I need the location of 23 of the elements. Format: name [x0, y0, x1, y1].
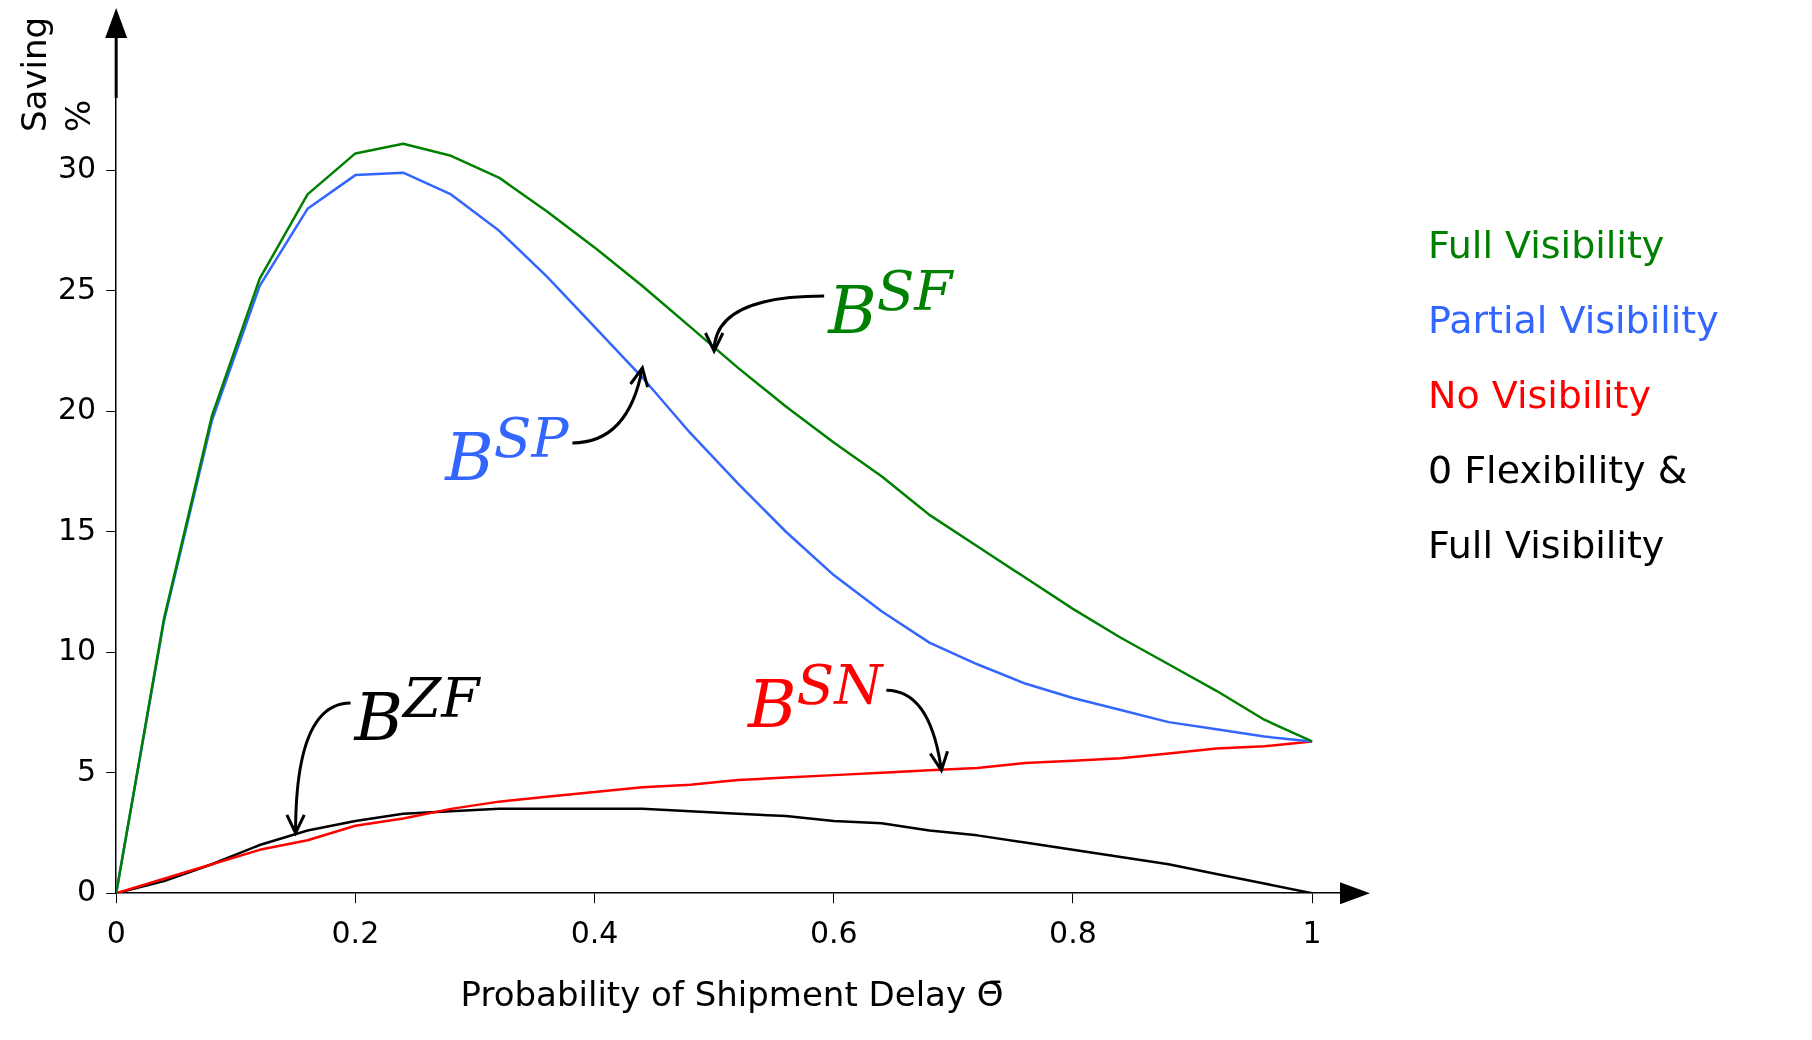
text: 0 Flexibility & Full Visibility [1428, 447, 1689, 569]
y-axis-title: Saving % [13, 16, 99, 132]
annotation: B$^{SN}$ [748, 652, 883, 746]
x-tick-label: 0.2 [331, 915, 380, 950]
annotation: B$^{ZF}$ [354, 664, 480, 758]
x-tick-label: 0 [106, 915, 126, 950]
x-tick-label: 0.6 [809, 915, 858, 950]
x-tick-label: 1 [1302, 915, 1322, 950]
annotation: B$^{SP}$ [445, 404, 569, 498]
y-tick-label: 10 [57, 632, 97, 668]
x-tick-label: 0.8 [1049, 915, 1097, 950]
y-tick-label: 30 [57, 150, 97, 186]
y-tick-label: 5 [77, 752, 97, 788]
annotation: B$^{SF}$ [828, 258, 953, 351]
text: No Visibility [1428, 372, 1652, 419]
y-tick-label: 0 [77, 873, 97, 908]
y-tick-label: 15 [57, 511, 97, 547]
y-tick-label: 20 [57, 391, 97, 427]
y-tick-label: 25 [57, 270, 97, 306]
x-tick-label: 0.4 [570, 915, 619, 950]
x-axis-title: Probability of Shipment Delay Θ̄ [460, 974, 1004, 1015]
text: Partial Visibility [1428, 297, 1720, 344]
text: Full Visibility [1428, 222, 1666, 269]
